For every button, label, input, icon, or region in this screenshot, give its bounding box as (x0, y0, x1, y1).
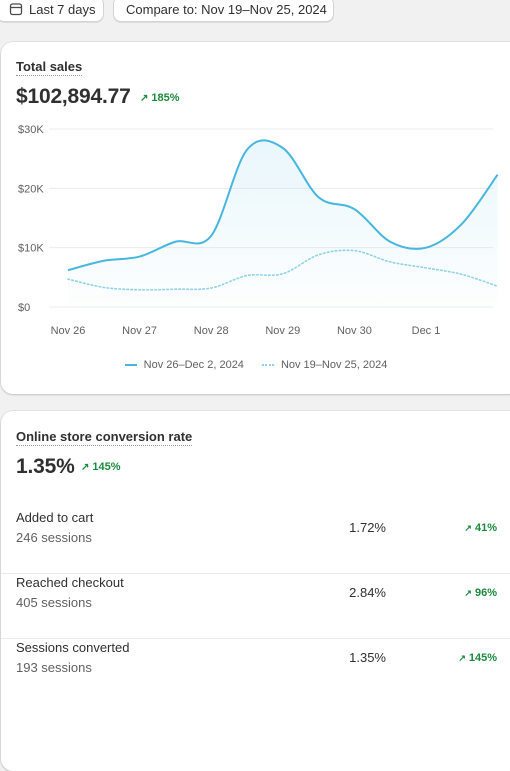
legend-swatch-comparison (261, 364, 274, 366)
conversion-title[interactable]: Online store conversion rate (16, 429, 193, 446)
current-series-line (67, 139, 499, 272)
current-series-area (68, 140, 498, 307)
legend-item-comparison[interactable]: Nov 19–Nov 25, 2024 (261, 359, 388, 371)
arrow-up-right-icon: ↗ (458, 652, 466, 663)
y-tick-label: $20K (18, 183, 44, 195)
metric-value: 1.72% (349, 520, 386, 535)
metric-name: Sessions converted (16, 640, 130, 655)
total-sales-delta-value: 185% (151, 92, 180, 104)
x-tick-label: Nov 26 (51, 325, 86, 337)
conversion-delta-value: 145% (92, 461, 121, 473)
x-tick-label: Nov 30 (337, 325, 372, 337)
total-sales-delta: ↗ 185% (140, 92, 180, 104)
y-tick-label: $0 (18, 302, 30, 314)
metric-delta: ↗ 41% (464, 522, 497, 534)
metric-sessions: 193 sessions (16, 660, 92, 675)
compare-button[interactable]: Compare to: Nov 19–Nov 25, 2024 (113, 0, 334, 22)
metric-delta: ↗ 145% (458, 652, 497, 664)
total-sales-title[interactable]: Total sales (16, 59, 83, 76)
x-tick-label: Nov 28 (194, 325, 229, 337)
legend-label-comparison: Nov 19–Nov 25, 2024 (280, 359, 388, 371)
conversion-delta: ↗ 145% (81, 461, 121, 473)
metric-delta: ↗ 96% (464, 587, 497, 599)
x-tick-label: Nov 27 (122, 325, 157, 337)
metric-row[interactable]: Reached checkout 405 sessions 2.84% ↗ 96… (1, 575, 510, 639)
metric-name: Added to cart (16, 510, 94, 525)
arrow-up-right-icon: ↗ (464, 522, 472, 533)
arrow-up-right-icon: ↗ (81, 461, 90, 473)
metric-value: 2.84% (349, 585, 386, 600)
metric-delta-value: 41% (474, 522, 497, 534)
conversion-card: Online store conversion rate 1.35% ↗ 145… (1, 411, 510, 771)
metric-sessions: 246 sessions (16, 530, 92, 545)
arrow-up-right-icon: ↗ (140, 92, 149, 104)
metric-sessions: 405 sessions (16, 595, 92, 610)
metric-delta-value: 96% (474, 587, 497, 599)
metric-row[interactable]: Sessions converted 193 sessions 1.35% ↗ … (1, 640, 510, 704)
arrow-up-right-icon: ↗ (464, 587, 472, 598)
compare-label: Compare to: Nov 19–Nov 25, 2024 (126, 1, 327, 17)
metric-delta-value: 145% (468, 652, 497, 664)
sales-line-chart[interactable]: $30K $20K $10K $0 Nov 26 Nov 27 Nov 28 Nov 29 No… (1, 42, 510, 352)
legend-label-current: Nov 26–Dec 2, 2024 (143, 359, 244, 371)
calendar-icon (9, 2, 23, 16)
legend-item-current[interactable]: Nov 26–Dec 2, 2024 (124, 359, 244, 371)
chart-legend: Nov 26–Dec 2, 2024 Nov 19–Nov 25, 2024 (1, 359, 510, 371)
x-tick-label: Nov 29 (265, 325, 300, 337)
x-tick-label: Dec 1 (412, 325, 441, 337)
metric-row[interactable]: Added to cart 246 sessions 1.72% ↗ 41% (1, 510, 510, 574)
legend-swatch-current (124, 364, 137, 366)
date-range-label: Last 7 days (29, 1, 96, 17)
total-sales-value: $102,894.77 (16, 85, 131, 108)
total-sales-card: Total sales $102,894.77 ↗ 185% $30K $20K $… (1, 42, 510, 394)
date-range-button[interactable]: Last 7 days (0, 0, 104, 22)
y-tick-label: $30K (18, 124, 44, 136)
metric-value: 1.35% (349, 650, 386, 665)
y-tick-label: $10K (18, 243, 44, 255)
conversion-value: 1.35% (16, 455, 75, 478)
date-toolbar: Last 7 days Compare to: Nov 19–Nov 25, 2… (0, 0, 510, 30)
metric-name: Reached checkout (16, 575, 124, 590)
